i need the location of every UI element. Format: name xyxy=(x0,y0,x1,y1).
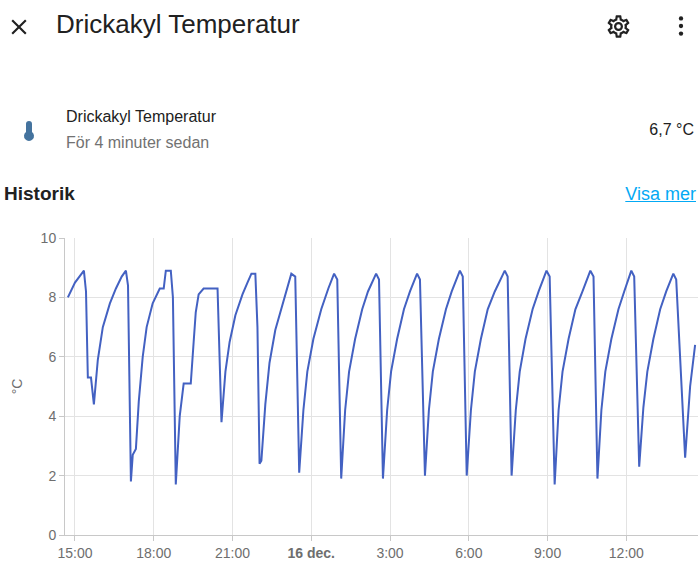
html-text:För 4 minuter sedan: För 4 minuter sedan xyxy=(66,134,210,151)
html-text:6,7 °C: 6,7 °C xyxy=(649,121,694,138)
svg-text:9:00: 9:00 xyxy=(534,545,561,561)
svg-text:12:00: 12:00 xyxy=(609,545,644,561)
svg-text:6: 6 xyxy=(48,349,56,365)
svg-text:0: 0 xyxy=(48,527,56,543)
html-text:Visa mer: Visa mer xyxy=(625,184,696,204)
svg-text:°C: °C xyxy=(9,379,25,395)
svg-text:8: 8 xyxy=(48,289,56,305)
svg-text:16 dec.: 16 dec. xyxy=(288,545,335,561)
html-text:Drickakyl Temperatur: Drickakyl Temperatur xyxy=(56,9,300,39)
svg-text:10: 10 xyxy=(41,230,57,246)
svg-text:3:00: 3:00 xyxy=(376,545,403,561)
svg-text:6:00: 6:00 xyxy=(455,545,482,561)
svg-text:15:00: 15:00 xyxy=(57,545,92,561)
svg-text:4: 4 xyxy=(48,408,56,424)
svg-text:18:00: 18:00 xyxy=(136,545,171,561)
html-text:Drickakyl Temperatur: Drickakyl Temperatur xyxy=(66,108,216,125)
html-text:Historik: Historik xyxy=(4,183,75,204)
svg-text:2: 2 xyxy=(48,468,56,484)
svg-text:21:00: 21:00 xyxy=(215,545,250,561)
